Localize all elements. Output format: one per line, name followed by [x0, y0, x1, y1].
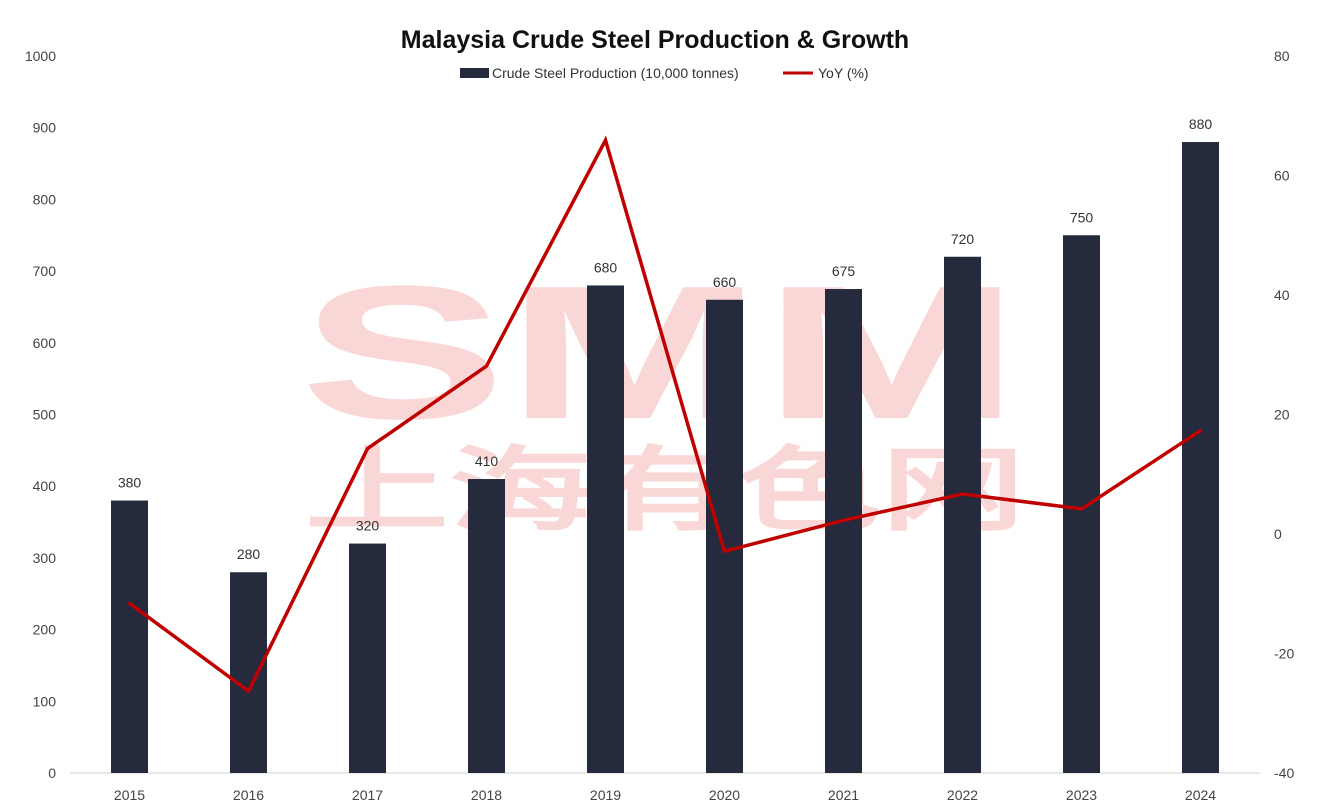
yoy-point [842, 518, 845, 522]
yoy-point [366, 447, 369, 451]
bar-series [111, 142, 1219, 774]
x-tick-label: 2021 [828, 787, 859, 803]
y-right-tick-label: 20 [1274, 407, 1290, 423]
bar [1182, 142, 1219, 774]
x-tick-label: 2020 [709, 787, 740, 803]
y-right-tick-label: 60 [1274, 168, 1290, 184]
bar-data-label: 750 [1070, 209, 1094, 225]
bar-data-label: 320 [356, 518, 380, 534]
y-left-tick-label: 800 [33, 191, 57, 207]
yoy-point [961, 492, 964, 496]
y-right-tick-label: 40 [1274, 287, 1290, 303]
legend-label-production: Crude Steel Production (10,000 tonnes) [492, 65, 739, 81]
y-right-tick-label: -20 [1274, 646, 1294, 662]
y-axis-left: 0 100 200 300 400 500 600 700 800 900 1000 [25, 48, 56, 781]
legend-label-yoy: YoY (%) [818, 65, 869, 81]
x-tick-label: 2023 [1066, 787, 1097, 803]
yoy-point [604, 138, 607, 142]
bar-data-labels: 380 280 320 410 680 660 675 720 750 880 [118, 116, 1213, 562]
y-axis-right: -40 -20 0 20 40 60 80 [1274, 48, 1294, 781]
bar-data-label: 410 [475, 453, 499, 469]
bar-data-label: 675 [832, 263, 856, 279]
y-left-tick-label: 100 [33, 693, 57, 709]
y-left-tick-label: 400 [33, 478, 57, 494]
y-right-tick-label: -40 [1274, 765, 1294, 781]
bar [944, 256, 981, 773]
legend: Crude Steel Production (10,000 tonnes) Y… [460, 65, 869, 81]
bar [587, 285, 624, 773]
yoy-point [128, 601, 131, 605]
bar-data-label: 880 [1189, 116, 1213, 132]
bar-data-label: 680 [594, 259, 618, 275]
y-right-tick-label: 0 [1274, 526, 1282, 542]
x-tick-label: 2017 [352, 787, 383, 803]
y-left-tick-label: 300 [33, 550, 57, 566]
yoy-point [723, 549, 726, 553]
y-left-tick-label: 0 [48, 765, 56, 781]
line-series [128, 135, 1202, 694]
legend-swatch-production [460, 68, 489, 78]
watermark-subtext: 上海有色网 [305, 437, 1025, 544]
bar-data-label: 720 [951, 231, 975, 247]
bar [468, 479, 505, 773]
bar-data-label: 280 [237, 546, 261, 562]
y-left-tick-label: 900 [33, 120, 57, 136]
y-right-tick-label: 80 [1274, 48, 1290, 64]
bar [230, 572, 267, 773]
chart-title: Malaysia Crude Steel Production & Growth [401, 26, 909, 54]
x-tick-label: 2022 [947, 787, 978, 803]
yoy-point [1080, 507, 1083, 511]
x-tick-label: 2018 [471, 787, 502, 803]
y-left-tick-label: 500 [33, 407, 57, 423]
y-left-tick-label: 1000 [25, 48, 56, 64]
bar [706, 299, 743, 773]
yoy-point [1199, 429, 1202, 433]
yoy-point [247, 689, 250, 693]
x-tick-label: 2016 [233, 787, 264, 803]
y-left-tick-label: 200 [33, 622, 57, 638]
x-tick-label: 2024 [1185, 787, 1216, 803]
watermark-logo: SMM [300, 247, 1020, 459]
bar [349, 543, 386, 773]
x-tick-label: 2019 [590, 787, 621, 803]
bar [1063, 235, 1100, 773]
yoy-point [485, 364, 488, 368]
y-left-tick-label: 700 [33, 263, 57, 279]
bar-data-label: 380 [118, 475, 142, 491]
bar-data-label: 660 [713, 274, 737, 290]
x-tick-label: 2015 [114, 787, 145, 803]
bar [111, 500, 148, 773]
bar [825, 289, 862, 773]
watermark: SMM 上海有色网 [300, 247, 1025, 544]
yoy-line [128, 135, 1202, 694]
y-left-tick-label: 600 [33, 335, 57, 351]
x-axis: 2015 2016 2017 2018 2019 2020 2021 2022 2023 2024 [70, 772, 1260, 803]
